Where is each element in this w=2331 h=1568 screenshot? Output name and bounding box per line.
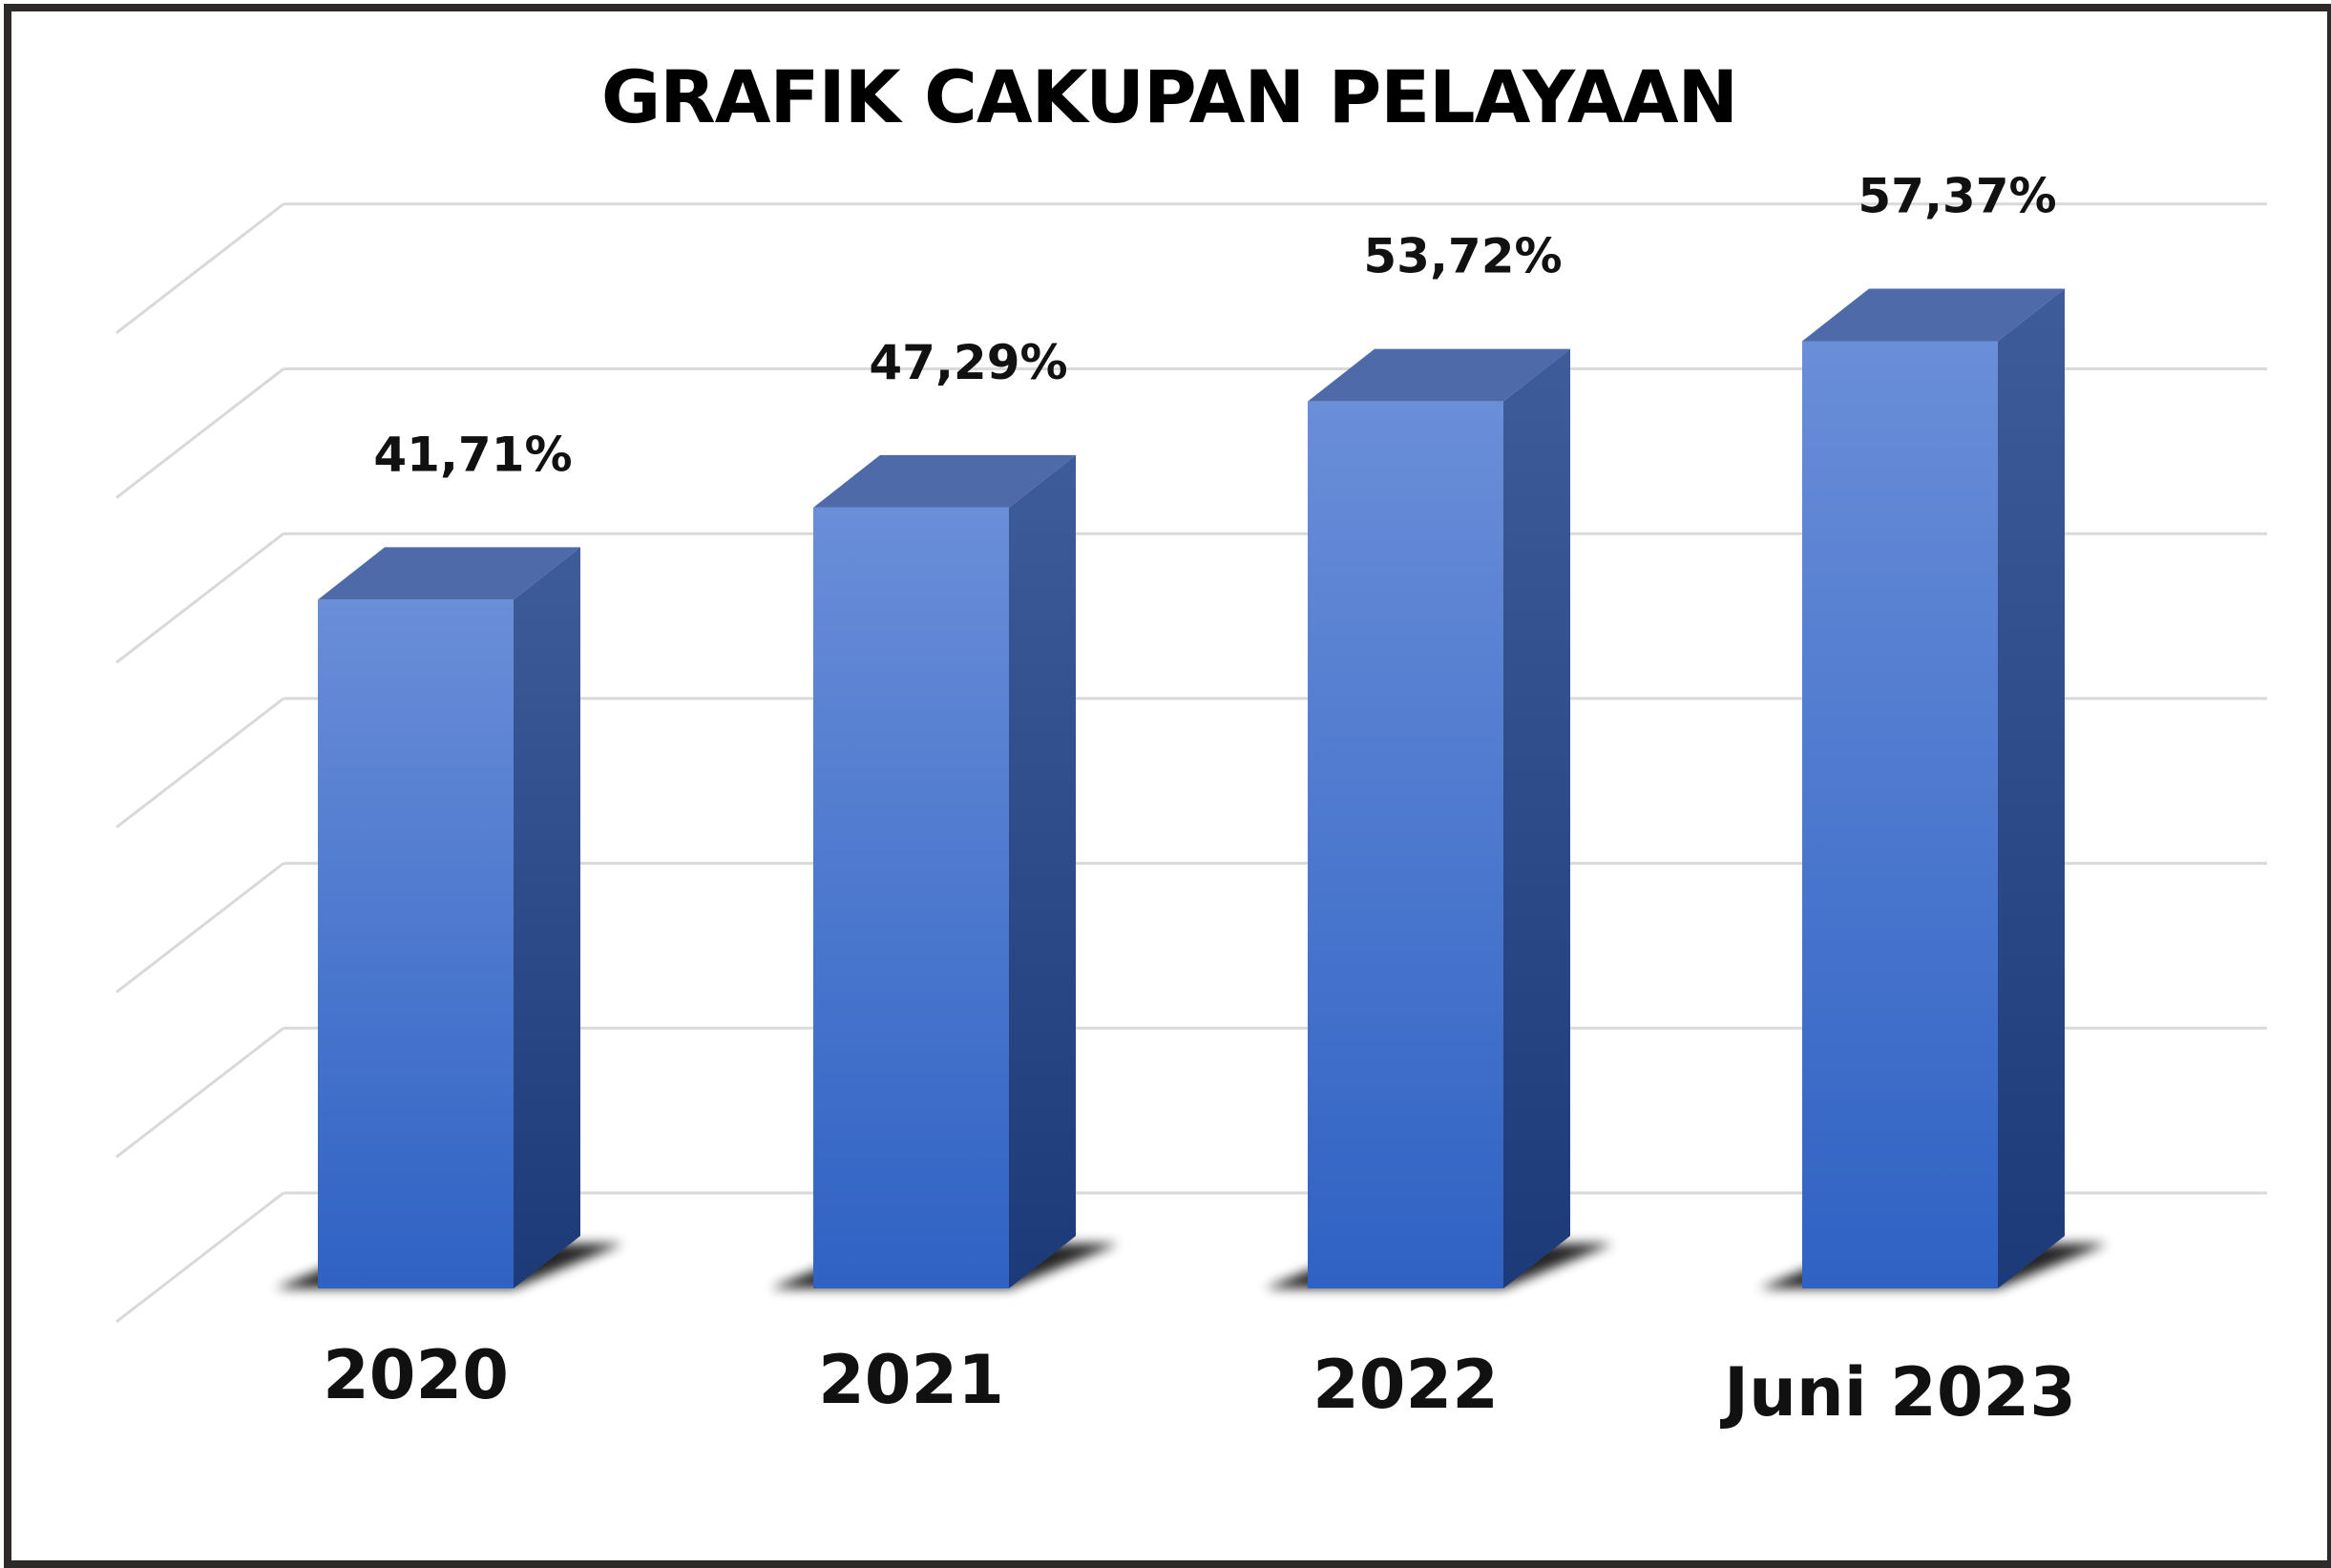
bar-front — [813, 507, 1009, 1288]
gridline-side — [116, 533, 284, 664]
bar-front — [318, 599, 514, 1288]
bar-top — [813, 454, 1076, 508]
value-label: 53,72% — [1363, 229, 1562, 284]
bar — [1308, 348, 1570, 1288]
gridline-side — [116, 697, 284, 829]
category-label: Juni 2023 — [1720, 1353, 2076, 1432]
bar-top — [1802, 288, 2065, 342]
bar — [813, 454, 1076, 1288]
gridline-side — [116, 202, 284, 334]
category-label: 2020 — [323, 1336, 509, 1414]
value-label: 47,29% — [869, 335, 1067, 390]
value-label: 57,37% — [1858, 168, 2056, 223]
bar — [1802, 288, 2065, 1288]
category-label: 2022 — [1312, 1346, 1499, 1424]
bar — [318, 547, 580, 1288]
gridline-side — [116, 367, 284, 499]
bar-side — [1009, 454, 1076, 1288]
gridline-side — [116, 862, 284, 993]
bars — [318, 288, 2065, 1288]
category-label: 2021 — [818, 1341, 1004, 1419]
value-label: 41,71% — [373, 427, 572, 482]
category-labels: 2020 2021 2022 Juni 2023 — [323, 1336, 2076, 1432]
bar-front — [1308, 401, 1503, 1288]
bar-side — [514, 547, 580, 1288]
bar-top — [1308, 348, 1570, 402]
bar-side — [1998, 288, 2065, 1288]
chart-title: GRAFIK CAKUPAN PELAYAAN — [600, 54, 1738, 139]
gridline-side — [116, 1027, 284, 1159]
value-labels: 41,71% 47,29% 53,72% 57,37% — [373, 168, 2056, 482]
gridline-side — [116, 1191, 284, 1324]
bar-top — [318, 547, 580, 600]
bar-front — [1802, 341, 1998, 1288]
bar-side — [1503, 348, 1570, 1288]
